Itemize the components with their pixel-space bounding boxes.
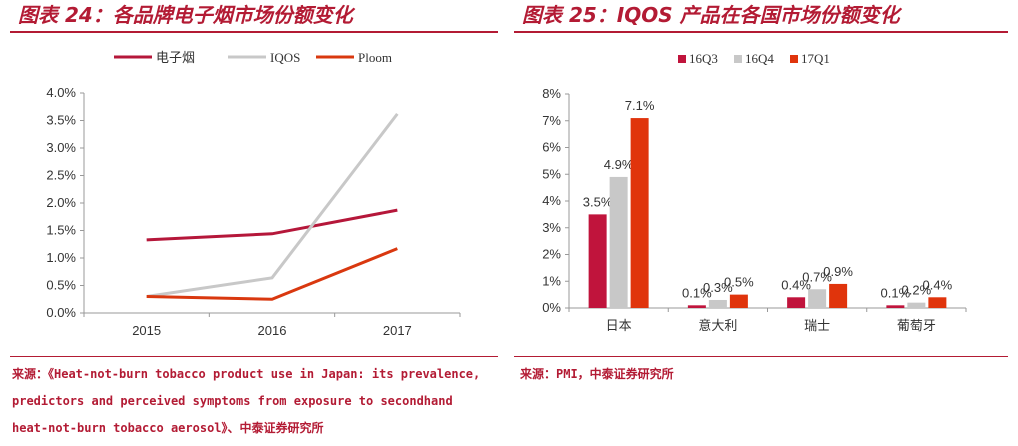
right-bar-data-label: 0.1% — [881, 285, 911, 300]
right-y-tick-label: 7% — [542, 113, 561, 128]
left-figure-title: 图表 24：各品牌电子烟市场份额变化 — [18, 3, 353, 27]
right-x-tick-label: 意大利 — [698, 318, 737, 333]
right-legend-swatch — [790, 55, 798, 63]
right-y-tick-label: 5% — [542, 166, 561, 181]
right-bar-data-label: 0.5% — [724, 275, 754, 290]
right-x-tick-label: 日本 — [606, 318, 632, 333]
right-bar — [928, 297, 947, 308]
left-source-line-3: heat-not-burn tobacco aerosol》、中泰证券研究所 — [12, 421, 324, 435]
right-title-rule — [514, 31, 1008, 33]
left-title-rule — [10, 31, 498, 33]
right-bar — [907, 302, 926, 308]
left-y-tick-label: 0.5% — [46, 278, 76, 293]
right-source-note: 来源：PMI，中泰证券研究所 — [520, 361, 1000, 388]
left-x-tick-label: 2016 — [258, 323, 287, 338]
left-y-tick-label: 1.5% — [46, 223, 76, 238]
left-series-line — [146, 208, 398, 242]
right-y-tick-label: 0% — [542, 300, 561, 315]
right-legend-label: 17Q1 — [801, 51, 830, 66]
right-x-tick-label: 瑞士 — [804, 318, 830, 333]
left-y-tick-label: 0.0% — [46, 305, 76, 320]
left-source-line-2: predictors and perceived symptoms from e… — [12, 394, 453, 408]
left-x-tick-label: 2015 — [132, 323, 161, 338]
right-bar — [808, 289, 827, 308]
left-legend-label: Ploom — [358, 50, 392, 65]
right-bar-data-label: 3.5% — [583, 194, 613, 209]
right-bar — [609, 176, 628, 308]
right-x-tick-label: 葡萄牙 — [897, 318, 936, 333]
left-y-tick-label: 3.0% — [46, 140, 76, 155]
right-bar-data-label: 7.1% — [625, 98, 655, 113]
right-bar — [787, 297, 806, 308]
right-bar — [729, 294, 748, 308]
left-y-tick-label: 4.0% — [46, 85, 76, 100]
right-figure-title: 图表 25：IQOS 产品在各国市场份额变化 — [522, 3, 900, 27]
right-y-tick-label: 3% — [542, 220, 561, 235]
left-source-line-1: 来源：《Heat-not-burn tobacco product use in… — [12, 367, 481, 381]
right-source-rule — [514, 356, 1008, 357]
right-y-tick-label: 1% — [542, 273, 561, 288]
left-legend-label: IQOS — [270, 50, 300, 65]
right-legend-swatch — [678, 55, 686, 63]
left-series-line — [146, 112, 399, 298]
right-bar-data-label: 0.9% — [823, 264, 853, 279]
right-legend-label: 16Q4 — [745, 51, 774, 66]
right-bar-data-label: 0.3% — [703, 280, 733, 295]
right-bar — [630, 118, 649, 308]
left-y-tick-label: 3.5% — [46, 113, 76, 128]
right-legend-swatch — [734, 55, 742, 63]
right-bar — [687, 305, 706, 308]
left-legend-label: 电子烟 — [156, 50, 195, 65]
left-y-tick-label: 1.0% — [46, 250, 76, 265]
right-bar-data-label: 0.2% — [902, 283, 932, 298]
right-bar — [829, 283, 848, 308]
right-bar-data-label: 0.4% — [923, 277, 953, 292]
right-source-line: 来源：PMI，中泰证券研究所 — [520, 367, 674, 381]
right-bar-data-label: 0.1% — [682, 285, 712, 300]
left-y-tick-label: 2.5% — [46, 168, 76, 183]
right-legend-label: 16Q3 — [689, 51, 718, 66]
left-source-rule — [10, 356, 498, 357]
right-bar — [588, 214, 607, 308]
right-bar-data-label: 0.7% — [802, 269, 832, 284]
left-y-tick-label: 2.0% — [46, 195, 76, 210]
right-bar-data-label: 0.4% — [781, 277, 811, 292]
right-y-tick-label: 6% — [542, 140, 561, 155]
left-source-note: 来源：《Heat-not-burn tobacco product use in… — [12, 361, 502, 442]
right-bar-data-label: 4.9% — [604, 157, 634, 172]
right-y-tick-label: 8% — [542, 86, 561, 101]
left-x-tick-label: 2017 — [383, 323, 412, 338]
right-y-tick-label: 2% — [542, 247, 561, 262]
right-bar — [886, 305, 905, 308]
right-bar — [708, 299, 727, 308]
right-y-tick-label: 4% — [542, 193, 561, 208]
left-series-line — [146, 247, 398, 301]
